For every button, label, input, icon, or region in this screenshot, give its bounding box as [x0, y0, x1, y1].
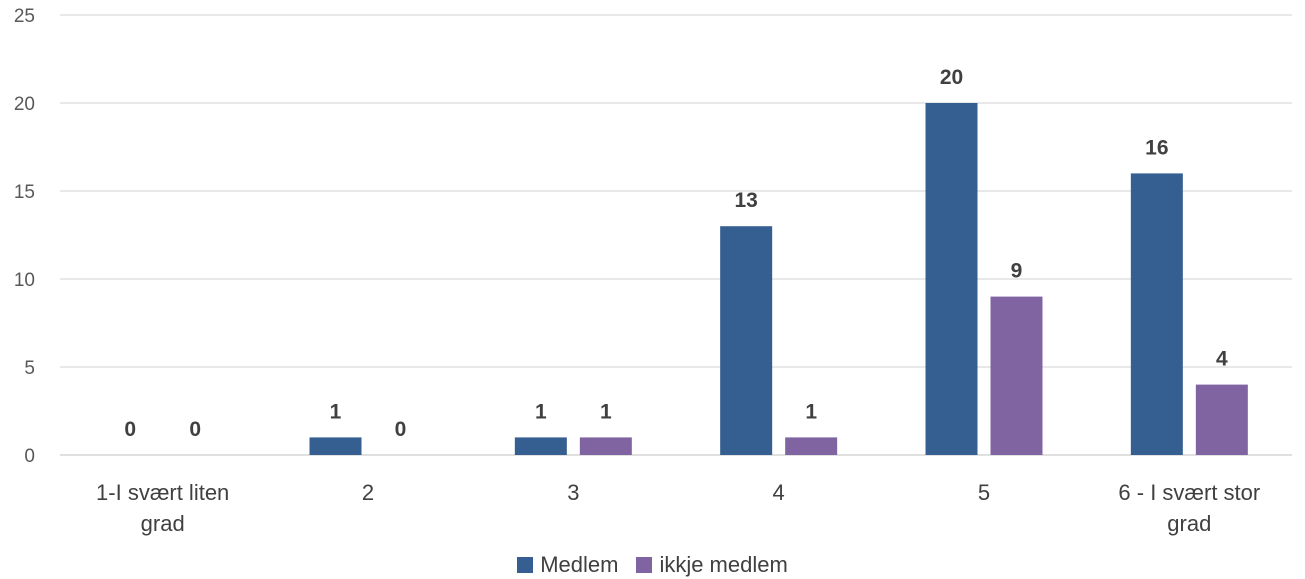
data-label: 1: [600, 400, 612, 423]
y-axis-ticks: 0 5 10 15 20 25: [14, 6, 35, 467]
legend-label-ikkje-medlem: ikkje medlem: [659, 552, 788, 577]
y-tick-label: 5: [24, 358, 35, 379]
legend-item-ikkje-medlem: ikkje medlem: [636, 552, 788, 578]
bar-medlem-2: [514, 437, 567, 455]
x-category-label: 2: [362, 480, 374, 505]
data-label: 1: [805, 400, 817, 423]
data-label: 1: [330, 400, 342, 423]
data-label: 1: [535, 400, 547, 423]
bar-ikkje-medlem-3: [785, 437, 838, 455]
data-label: 13: [734, 189, 757, 212]
y-tick-label: 25: [14, 6, 35, 27]
bar-medlem-5: [1130, 173, 1183, 455]
bar-ikkje-medlem-5: [1195, 384, 1248, 455]
legend-swatch-ikkje-medlem: [636, 557, 653, 573]
x-category-label: 1-I svært liten: [96, 480, 229, 505]
x-category-label: 4: [773, 480, 785, 505]
data-label: 0: [395, 418, 407, 441]
x-category-label: grad: [141, 511, 185, 536]
legend: Medlem ikkje medlem: [0, 552, 1305, 578]
data-label: 0: [189, 418, 201, 441]
y-tick-label: 20: [14, 94, 35, 115]
y-tick-label: 0: [24, 446, 35, 467]
bar-medlem-3: [720, 226, 773, 455]
data-label: 9: [1011, 260, 1023, 283]
bar-ikkje-medlem-2: [579, 437, 632, 455]
y-tick-label: 15: [14, 182, 35, 203]
x-category-label: 5: [978, 480, 990, 505]
bar-medlem-4: [925, 103, 978, 455]
x-axis-labels: 1-I svært liten grad 2 3 4 5 6 - I svært stor g…: [96, 480, 1260, 536]
gridlines: [60, 14, 1292, 456]
data-label: 16: [1145, 136, 1168, 159]
bar-medlem-1: [309, 437, 362, 455]
legend-label-medlem: Medlem: [540, 552, 619, 577]
legend-item-medlem: Medlem: [517, 552, 618, 578]
legend-swatch-medlem: [517, 557, 534, 573]
data-label: 4: [1216, 348, 1228, 371]
data-label: 20: [940, 66, 963, 89]
x-category-label: grad: [1167, 511, 1211, 536]
x-category-label: 6 - I svært stor: [1118, 480, 1260, 505]
data-label: 0: [124, 418, 136, 441]
bars: [309, 103, 1248, 455]
bar-ikkje-medlem-4: [990, 296, 1043, 455]
y-tick-label: 10: [14, 270, 35, 291]
x-category-label: 3: [567, 480, 579, 505]
data-labels: 0 0 1 0 1 1 13 1 20 9 16 4: [124, 66, 1228, 441]
